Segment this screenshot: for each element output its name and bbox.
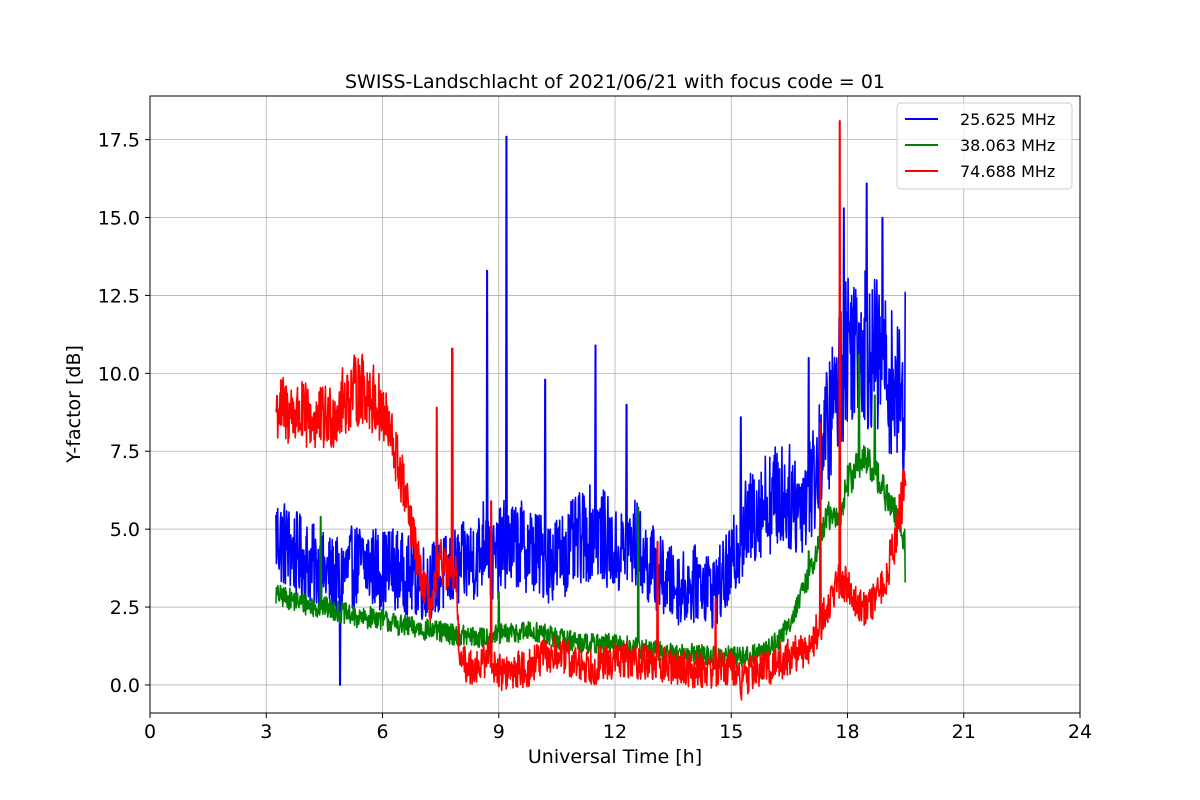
legend: 25.625 MHz 38.063 MHz 74.688 MHz (896, 102, 1073, 190)
x-tick-label: 0 (144, 721, 156, 743)
series-layer (275, 120, 907, 701)
y-tick-label: 12.5 (98, 285, 140, 307)
x-tick-label: 9 (493, 721, 505, 743)
chart-title: SWISS-Landschlacht of 2021/06/21 with fo… (345, 71, 885, 93)
x-axis: 0 3 6 9 12 15 18 21 24 (144, 713, 1092, 743)
y-tick-label: 17.5 (98, 130, 140, 152)
x-axis-label: Universal Time [h] (528, 746, 702, 768)
x-tick-label: 3 (260, 721, 272, 743)
x-tick-label: 6 (376, 721, 388, 743)
legend-label-38mhz: 38.063 MHz (960, 136, 1055, 155)
series-74mhz (275, 120, 907, 701)
y-tick-label: 5.0 (110, 519, 140, 541)
legend-label-25mhz: 25.625 MHz (960, 110, 1055, 129)
legend-box (896, 102, 1073, 190)
y-tick-label: 0.0 (110, 675, 140, 697)
y-axis: 0.0 2.5 5.0 7.5 10.0 12.5 15.0 17.5 (98, 130, 150, 697)
y-tick-label: 10.0 (98, 363, 140, 385)
y-axis-label: Y-factor [dB] (63, 345, 85, 464)
y-tick-label: 2.5 (110, 597, 140, 619)
x-tick-label: 15 (719, 721, 743, 743)
x-tick-label: 18 (835, 721, 859, 743)
y-tick-label: 15.0 (98, 208, 140, 230)
x-tick-label: 24 (1068, 721, 1092, 743)
x-tick-label: 12 (603, 721, 627, 743)
legend-label-74mhz: 74.688 MHz (960, 162, 1055, 181)
series-25mhz (275, 135, 907, 686)
y-tick-label: 7.5 (110, 441, 140, 463)
x-tick-label: 21 (952, 721, 976, 743)
